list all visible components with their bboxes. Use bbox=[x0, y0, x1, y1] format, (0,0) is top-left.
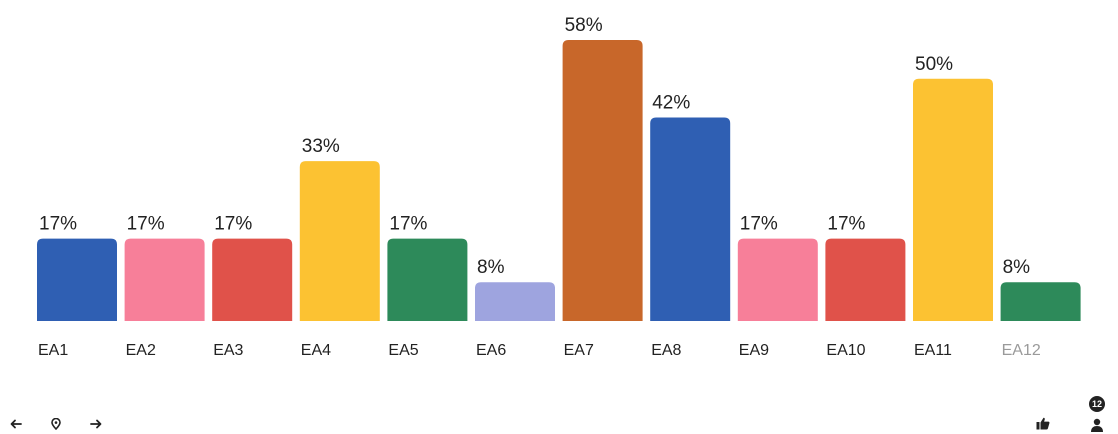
bar-ea11 bbox=[913, 78, 993, 321]
value-label-ea10: 17% bbox=[827, 214, 865, 235]
category-label-ea9: EA9 bbox=[739, 342, 769, 359]
audience-controls: 12 bbox=[1034, 396, 1108, 434]
bar-ea2 bbox=[124, 238, 205, 321]
category-label-ea4: EA4 bbox=[301, 342, 331, 359]
bar-ea3 bbox=[212, 238, 293, 321]
value-label-ea6: 8% bbox=[477, 257, 505, 278]
value-label-ea5: 17% bbox=[389, 214, 427, 235]
category-label-ea11: EA11 bbox=[914, 342, 952, 359]
previous-button[interactable] bbox=[6, 414, 26, 434]
bar-ea5 bbox=[387, 238, 468, 321]
location-button[interactable] bbox=[46, 414, 66, 434]
arrow-left-icon bbox=[10, 419, 22, 429]
value-label-ea3: 17% bbox=[214, 214, 252, 235]
bar-ea10 bbox=[825, 238, 906, 321]
category-label-ea5: EA5 bbox=[388, 342, 418, 359]
bar-ea9 bbox=[737, 238, 818, 321]
participant-count-badge: 12 bbox=[1089, 396, 1105, 412]
person-icon bbox=[1091, 418, 1103, 432]
location-pin-icon bbox=[51, 418, 61, 430]
value-label-ea11: 50% bbox=[915, 54, 953, 75]
value-label-ea7: 58% bbox=[565, 15, 603, 36]
value-label-ea9: 17% bbox=[740, 214, 778, 235]
navigation-controls bbox=[6, 414, 106, 434]
thumbs-up-icon bbox=[1036, 417, 1050, 429]
category-label-ea12: EA12 bbox=[1002, 342, 1041, 359]
category-label-ea2: EA2 bbox=[126, 342, 156, 359]
value-label-ea2: 17% bbox=[127, 214, 165, 235]
bar-ea4 bbox=[299, 161, 380, 321]
bar-ea7 bbox=[562, 40, 643, 321]
bar-ea1 bbox=[37, 238, 117, 321]
bar-ea8 bbox=[650, 117, 731, 321]
value-label-ea4: 33% bbox=[302, 136, 340, 157]
value-label-ea8: 42% bbox=[652, 93, 690, 114]
category-label-ea7: EA7 bbox=[564, 342, 594, 359]
category-label-ea8: EA8 bbox=[651, 342, 681, 359]
value-label-ea12: 8% bbox=[1003, 257, 1031, 278]
category-label-ea1: EA1 bbox=[38, 342, 68, 359]
category-label-ea6: EA6 bbox=[476, 342, 506, 359]
next-button[interactable] bbox=[86, 414, 106, 434]
arrow-right-icon bbox=[90, 419, 102, 429]
bar-chart: 17% EA1 17% EA2 17% EA3 33% EA4 17% EA5 8% EA6 58% EA… bbox=[37, 15, 1081, 359]
like-button[interactable] bbox=[1034, 414, 1052, 432]
category-label-ea10: EA10 bbox=[826, 342, 865, 359]
bar-ea6 bbox=[475, 282, 555, 321]
bar-ea12 bbox=[1000, 282, 1081, 321]
category-label-ea3: EA3 bbox=[213, 342, 243, 359]
participants-indicator: 12 bbox=[1088, 396, 1108, 434]
value-label-ea1: 17% bbox=[39, 214, 77, 235]
